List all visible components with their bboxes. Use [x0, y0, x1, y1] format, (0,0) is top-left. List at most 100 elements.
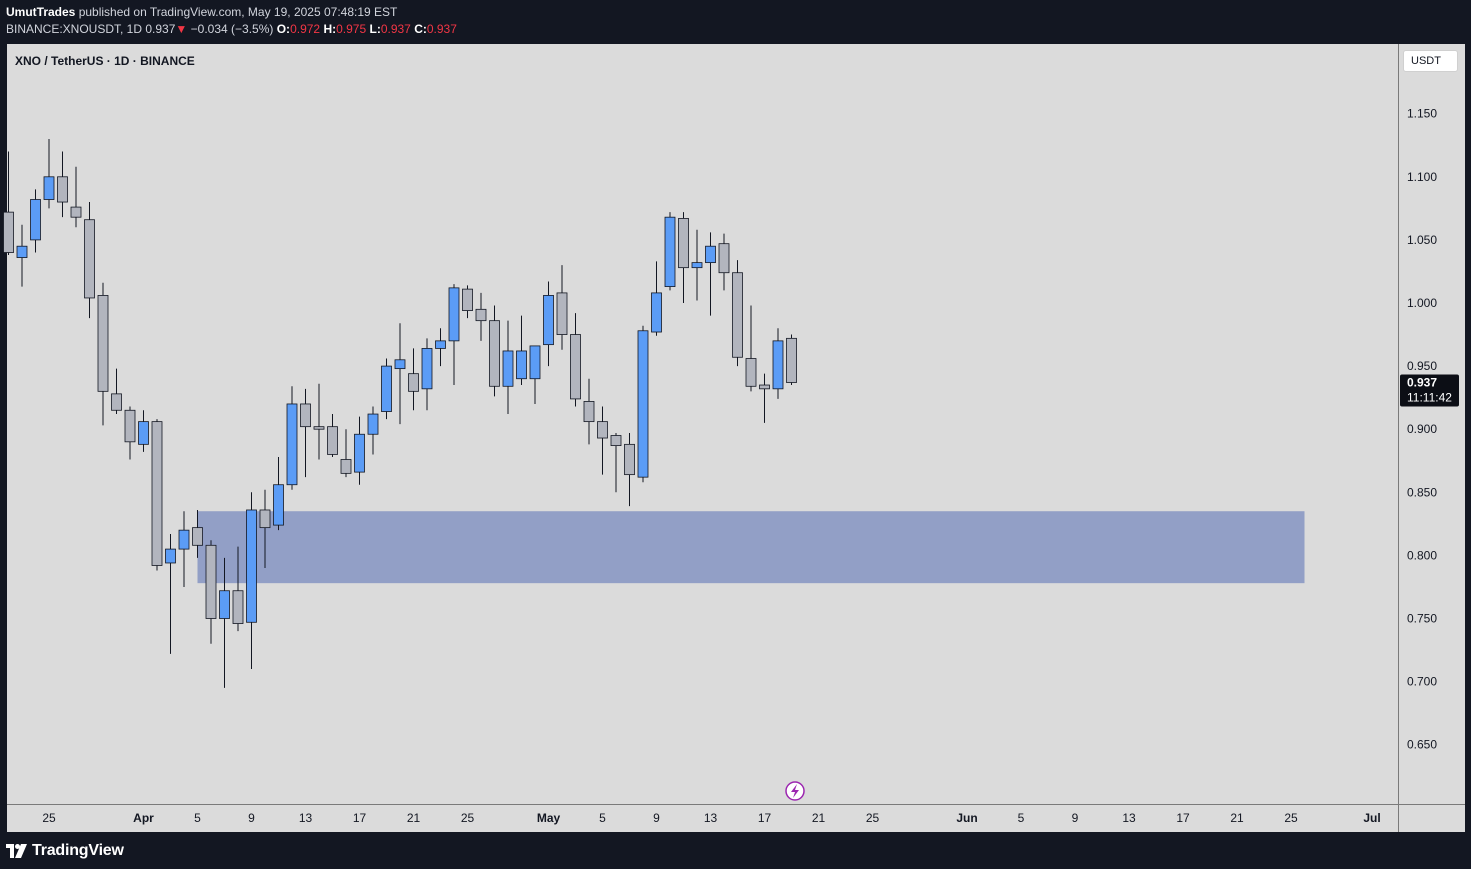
- currency-button[interactable]: USDT: [1403, 50, 1458, 72]
- candle-body: [70, 206, 82, 218]
- candle[interactable]: [394, 323, 406, 425]
- candle-body: [367, 413, 379, 435]
- candle[interactable]: [327, 414, 338, 457]
- candle-body: [448, 287, 460, 342]
- candle[interactable]: [448, 284, 460, 386]
- price-tick-label: 0.900: [1407, 422, 1437, 436]
- candle[interactable]: [84, 202, 95, 319]
- candle[interactable]: [340, 429, 352, 478]
- candle[interactable]: [691, 229, 703, 301]
- candle[interactable]: [57, 151, 68, 218]
- candle[interactable]: [354, 416, 365, 485]
- candle[interactable]: [516, 315, 527, 386]
- candle[interactable]: [772, 328, 784, 399]
- candle[interactable]: [286, 386, 298, 490]
- candle-body: [435, 340, 446, 349]
- author-name[interactable]: UmutTrades: [6, 5, 76, 19]
- candle[interactable]: [273, 456, 284, 531]
- last-price: 0.937: [145, 22, 176, 36]
- candle-body: [462, 288, 473, 311]
- candle[interactable]: [543, 281, 554, 367]
- lightning-icon[interactable]: [785, 781, 805, 801]
- candle[interactable]: [475, 292, 487, 341]
- candle[interactable]: [732, 260, 743, 367]
- candle[interactable]: [678, 212, 689, 303]
- candle[interactable]: [219, 557, 230, 688]
- candle[interactable]: [381, 358, 392, 420]
- candle[interactable]: [489, 305, 500, 397]
- candle[interactable]: [43, 138, 55, 209]
- candle[interactable]: [610, 432, 622, 493]
- time-axis[interactable]: [7, 805, 1398, 832]
- candle[interactable]: [583, 378, 595, 445]
- plot-area[interactable]: [7, 44, 1398, 804]
- candle[interactable]: [246, 492, 257, 669]
- candle-body: [381, 365, 392, 412]
- candle-body: [354, 433, 365, 473]
- candle[interactable]: [597, 406, 608, 475]
- candle[interactable]: [435, 328, 446, 367]
- candle[interactable]: [367, 406, 379, 455]
- time-tick-label: 9: [653, 811, 660, 825]
- candle[interactable]: [570, 313, 581, 407]
- candle-body: [610, 435, 622, 447]
- candle-body: [691, 262, 703, 269]
- candle[interactable]: [664, 212, 676, 291]
- candle-body: [570, 334, 581, 400]
- time-tick-label: 25: [42, 811, 56, 825]
- candle[interactable]: [462, 285, 473, 319]
- candle[interactable]: [637, 325, 649, 483]
- candle[interactable]: [205, 540, 217, 644]
- demand-zone[interactable]: [197, 511, 1305, 584]
- candle[interactable]: [259, 489, 271, 569]
- candle[interactable]: [651, 261, 662, 336]
- time-tick-label: 13: [1122, 811, 1136, 825]
- candle-body: [111, 393, 122, 411]
- candle[interactable]: [408, 348, 419, 411]
- low-label: L:: [369, 22, 381, 36]
- candle[interactable]: [502, 320, 514, 415]
- candle[interactable]: [786, 334, 797, 386]
- candle[interactable]: [178, 511, 190, 587]
- candle[interactable]: [624, 432, 635, 507]
- candle[interactable]: [529, 345, 541, 404]
- candle[interactable]: [718, 233, 730, 291]
- candle-body: [529, 345, 541, 380]
- price-tag: 0.937 11:11:42: [1400, 374, 1459, 407]
- candle[interactable]: [97, 282, 109, 426]
- price-tick-label: 1.000: [1407, 296, 1437, 310]
- candle[interactable]: [300, 388, 311, 478]
- candle[interactable]: [165, 533, 176, 654]
- candle-body: [300, 403, 311, 428]
- candle[interactable]: [30, 189, 41, 253]
- time-tick-label: 9: [1072, 811, 1079, 825]
- candle[interactable]: [70, 166, 82, 228]
- candle-body: [718, 243, 730, 274]
- candle[interactable]: [124, 406, 136, 460]
- candle-body: [124, 409, 136, 443]
- candle-body: [246, 509, 257, 623]
- open-label: O:: [276, 22, 291, 36]
- candle[interactable]: [313, 383, 325, 460]
- candle[interactable]: [111, 368, 122, 415]
- price-axis[interactable]: [1399, 44, 1465, 804]
- price-tick-label: 0.850: [1407, 485, 1437, 499]
- high-value: 0.975: [336, 22, 367, 36]
- candle[interactable]: [151, 419, 163, 571]
- candle[interactable]: [192, 509, 203, 558]
- candle[interactable]: [138, 410, 149, 452]
- candle-body: [394, 359, 406, 370]
- symbol-label: BINANCE:XNOUSDT, 1D: [6, 22, 143, 36]
- candle[interactable]: [421, 338, 433, 411]
- candle[interactable]: [3, 151, 14, 256]
- candle[interactable]: [759, 373, 770, 423]
- down-arrow-icon: ▼: [175, 22, 188, 36]
- candle[interactable]: [745, 305, 757, 392]
- candle[interactable]: [232, 546, 244, 632]
- candle[interactable]: [16, 224, 28, 287]
- tradingview-logo[interactable]: TradingView: [6, 841, 124, 861]
- candle[interactable]: [556, 265, 568, 350]
- candle-body: [637, 330, 649, 478]
- candle[interactable]: [705, 232, 716, 316]
